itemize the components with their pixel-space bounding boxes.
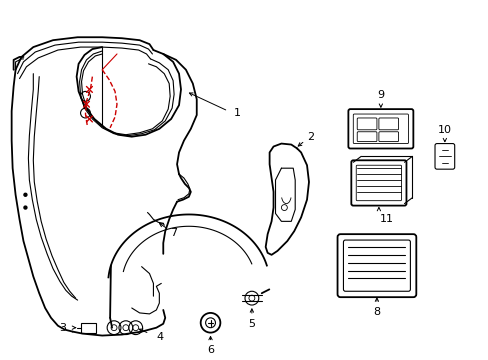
Text: 4: 4: [156, 332, 163, 342]
Text: 2: 2: [307, 132, 314, 142]
Text: 6: 6: [206, 345, 214, 355]
Text: 1: 1: [234, 108, 241, 118]
Circle shape: [24, 193, 27, 196]
Text: 9: 9: [377, 90, 384, 100]
Text: 10: 10: [437, 125, 451, 135]
Circle shape: [24, 206, 27, 209]
Text: 7: 7: [170, 228, 177, 238]
Text: 8: 8: [373, 307, 380, 317]
Text: 3: 3: [59, 323, 66, 333]
Bar: [81, 323, 96, 333]
Text: 11: 11: [379, 215, 393, 224]
Text: 5: 5: [248, 319, 255, 329]
